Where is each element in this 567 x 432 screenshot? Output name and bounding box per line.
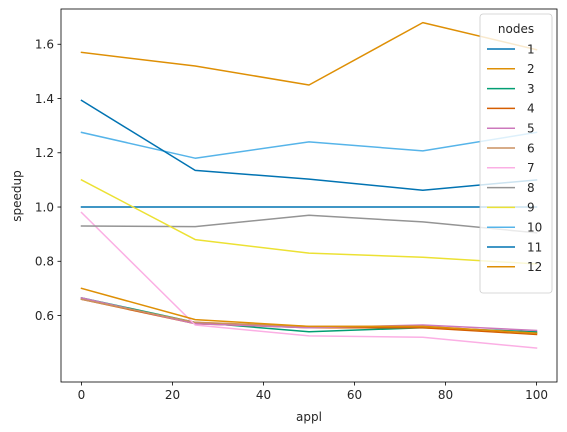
series-line-11 xyxy=(80,99,538,191)
series-line-9 xyxy=(80,178,538,265)
series-line-7 xyxy=(80,211,538,349)
y-tick-label: 0.6 xyxy=(35,309,54,323)
x-tick-label: 20 xyxy=(165,388,180,402)
x-tick-label: 0 xyxy=(78,388,86,402)
legend-label-8: 8 xyxy=(527,181,535,195)
y-axis: 0.6 0.8 1.0 1.2 1.4 1.6 xyxy=(35,38,61,323)
legend-frame xyxy=(479,13,553,294)
x-tick-label: 80 xyxy=(438,388,453,402)
x-axis-label: appl xyxy=(296,410,322,424)
legend-label-3: 3 xyxy=(527,82,535,96)
y-tick-label: 1.0 xyxy=(35,200,54,214)
plot-frame xyxy=(60,8,558,383)
y-tick-label: 1.2 xyxy=(35,146,54,160)
legend-label-11: 11 xyxy=(527,240,542,254)
legend-label-4: 4 xyxy=(527,102,535,116)
legend-label-5: 5 xyxy=(527,122,535,136)
legend-label-6: 6 xyxy=(527,141,535,155)
legend-label-7: 7 xyxy=(527,161,535,175)
legend-label-12: 12 xyxy=(527,260,542,274)
legend-label-9: 9 xyxy=(527,201,535,215)
y-tick-label: 0.8 xyxy=(35,255,54,269)
series-line-10 xyxy=(80,131,538,159)
series-line-8 xyxy=(80,214,538,234)
y-axis-label: speedup xyxy=(10,170,24,221)
x-axis: 0 20 40 60 80 100 xyxy=(78,382,548,402)
legend-label-1: 1 xyxy=(527,42,535,56)
x-tick-label: 100 xyxy=(525,388,548,402)
series-line-12 xyxy=(80,287,538,334)
legend-title: nodes xyxy=(498,22,534,36)
x-tick-label: 40 xyxy=(256,388,271,402)
legend-label-2: 2 xyxy=(527,62,535,76)
series-line-2 xyxy=(80,21,538,86)
series-lines xyxy=(80,21,538,349)
y-tick-label: 1.6 xyxy=(35,38,54,52)
legend-label-10: 10 xyxy=(527,221,542,235)
x-tick-label: 60 xyxy=(347,388,362,402)
y-tick-label: 1.4 xyxy=(35,92,54,106)
